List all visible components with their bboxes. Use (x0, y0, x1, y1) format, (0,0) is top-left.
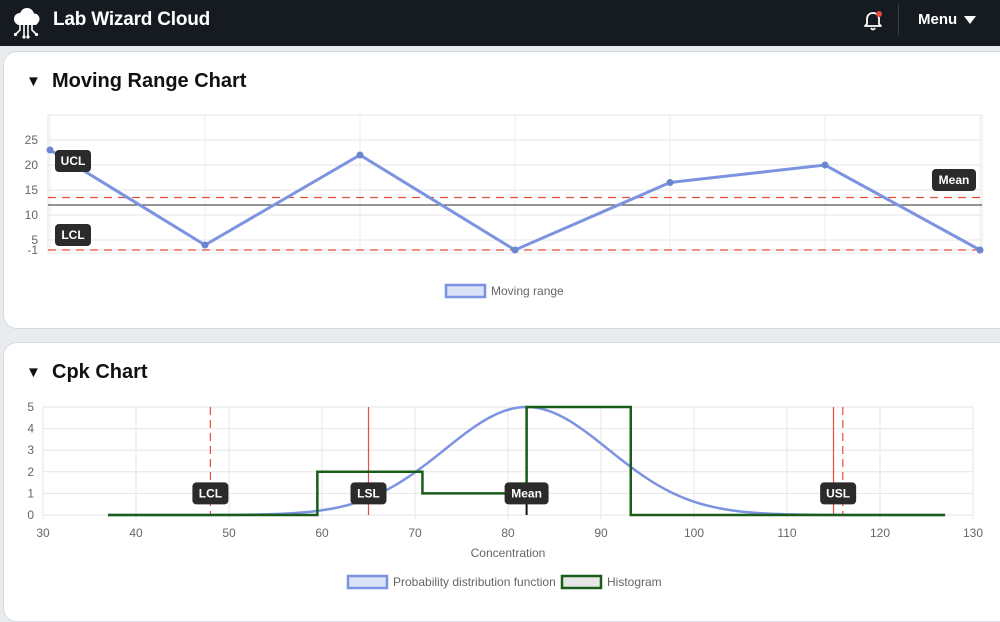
lcl-badge: LCL (199, 486, 222, 500)
data-point (356, 151, 364, 159)
x-tick-label: 30 (36, 526, 50, 540)
cloud-circuit-logo-icon[interactable] (9, 6, 43, 40)
data-point (511, 246, 519, 254)
top-bar: Lab Wizard Cloud Menu (0, 0, 1000, 46)
data-point (666, 179, 674, 186)
data-point (976, 246, 984, 254)
collapse-triangle-icon[interactable]: ▼ (26, 73, 41, 90)
caret-down-icon (964, 15, 977, 24)
y-tick-label: 4 (27, 422, 34, 436)
legend-swatch-histogram (560, 574, 603, 590)
mean-badge: Mean (939, 173, 970, 187)
y-tick-label: 20 (25, 158, 39, 172)
x-tick-label: 130 (963, 526, 983, 540)
x-tick-label: 60 (315, 526, 329, 540)
y-tick-label: 0 (27, 508, 34, 522)
data-point (46, 146, 54, 154)
y-tick-label: 3 (27, 443, 34, 457)
legend-label-pdf: Probability distribution function (393, 575, 556, 589)
menu-button[interactable]: Menu (918, 11, 977, 28)
moving-range-chart: 25 20 15 10 5-1 UCL LCL Mean Moving range (25, 114, 984, 299)
data-point (821, 161, 829, 169)
x-tick-label: 110 (777, 526, 796, 540)
mean-badge-bg (504, 482, 549, 505)
series-line-histogram (108, 405, 946, 517)
legend-swatch-moving-range (444, 283, 487, 299)
lcl-badge: LCL (61, 228, 84, 242)
usl-badge-bg (820, 482, 857, 505)
x-tick-label: 40 (129, 526, 143, 540)
y-tick-label: 2 (27, 465, 34, 479)
cpk-card-header[interactable]: ▼ Cpk Chart (26, 361, 148, 384)
moving-range-card-header[interactable]: ▼ Moving Range Chart (26, 70, 246, 93)
y-tick-label: 1 (27, 486, 34, 500)
mean-badge-bg (932, 169, 976, 191)
legend-swatch-pdf (346, 574, 389, 590)
app-title: Lab Wizard Cloud (53, 9, 211, 30)
header-divider (898, 4, 899, 35)
lsl-badge: LSL (357, 486, 380, 500)
usl-badge: USL (826, 486, 850, 500)
y-tick-label: 5 (27, 400, 34, 414)
x-tick-label: 70 (408, 526, 422, 540)
mean-badge: Mean (511, 486, 542, 500)
data-point (201, 241, 209, 249)
y-tick-label: 15 (25, 183, 39, 197)
y-tick-label: 25 (25, 133, 39, 147)
lcl-badge-bg (192, 482, 229, 505)
menu-label: Menu (918, 11, 958, 28)
y-tick-label: -1 (27, 243, 38, 257)
lcl-badge-bg (55, 224, 91, 246)
x-tick-label: 50 (222, 526, 236, 540)
ucl-badge-bg (55, 150, 91, 172)
collapse-triangle-icon[interactable]: ▼ (26, 364, 41, 381)
notification-bell-icon[interactable] (862, 10, 884, 32)
moving-range-card-title: Moving Range Chart (52, 70, 247, 92)
y-tick-label: 10 (25, 208, 39, 222)
x-tick-label: 100 (684, 526, 704, 540)
x-axis-label: Concentration (471, 546, 546, 560)
legend-label-histogram: Histogram (607, 575, 662, 589)
x-tick-label: 90 (594, 526, 608, 540)
x-tick-label: 80 (501, 526, 515, 540)
legend-label-moving-range: Moving range (491, 284, 564, 298)
lsl-badge-bg (350, 482, 387, 505)
x-tick-label: 120 (870, 526, 890, 540)
cpk-chart: 0 1 2 3 4 5 30 40 50 60 70 80 90 100 110 120 130 LCL LSL Me… (27, 400, 983, 590)
ucl-badge: UCL (61, 154, 86, 168)
notification-dot (876, 11, 882, 17)
y-tick-label: 5 (31, 233, 38, 247)
cpk-card-title: Cpk Chart (52, 361, 148, 383)
